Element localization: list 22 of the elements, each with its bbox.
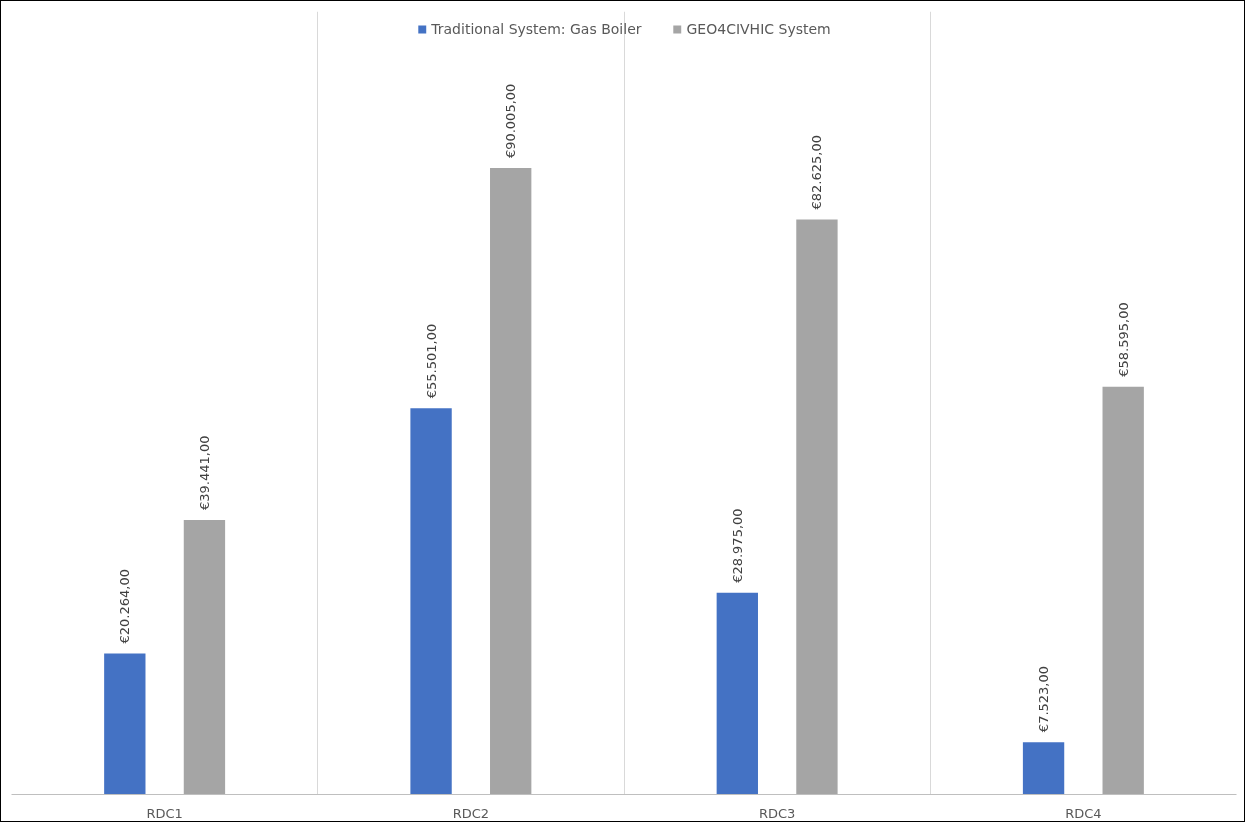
legend-label: Traditional System: Gas Boiler [431, 21, 642, 37]
data-label: €82.625,00 [809, 135, 825, 210]
data-label: €55.501,00 [423, 323, 439, 399]
bar [1102, 386, 1144, 795]
legend-label: GEO4CIVHIC System [686, 21, 831, 37]
data-label: €28.975,00 [729, 508, 745, 583]
bar [1022, 742, 1065, 795]
x-tick-label: RDC1 [146, 805, 183, 821]
data-label: €90.005,00 [503, 83, 519, 159]
x-tick-label: RDC4 [1065, 805, 1102, 821]
bar [183, 520, 226, 795]
bar [796, 219, 838, 795]
bar [490, 168, 532, 795]
bar [410, 408, 452, 795]
bar [716, 592, 758, 795]
x-tick-label: RDC3 [758, 805, 796, 821]
data-label: €58.595,00 [1115, 302, 1131, 377]
bar [104, 653, 146, 795]
data-label: €7.523,00 [1036, 665, 1052, 733]
data-label: €20.264,00 [117, 569, 133, 644]
x-tick-label: RDC2 [452, 805, 490, 821]
data-label: €39.441,00 [196, 435, 212, 511]
